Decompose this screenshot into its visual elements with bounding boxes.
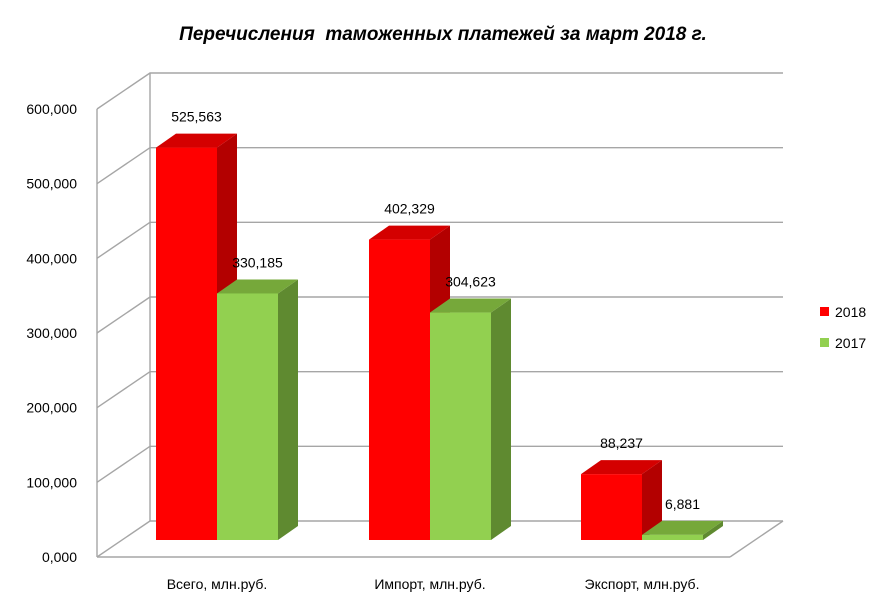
bar-side [642, 460, 662, 540]
legend-swatch-2018 [820, 307, 829, 316]
bar-side [278, 279, 298, 540]
y-tick-label: 100,000 [26, 474, 77, 490]
legend-label: 2018 [835, 304, 866, 320]
bar-2017-0 [217, 293, 278, 540]
bar-2018-2 [581, 474, 642, 540]
bar-top [156, 133, 237, 148]
x-tick-label: Импорт, млн.руб. [374, 576, 485, 592]
floor-right-edge [729, 520, 784, 558]
gridline [96, 296, 783, 334]
bar-side [703, 520, 723, 540]
y-tick-label: 400,000 [26, 250, 77, 266]
bar-top [369, 225, 450, 240]
bars [156, 133, 723, 540]
x-tick-label: Всего, млн.руб. [167, 576, 268, 592]
chart-title: Перечисления таможенных платежей за март… [179, 24, 707, 45]
bar-top [642, 520, 723, 535]
legend-label: 2017 [835, 335, 866, 351]
y-tick-label: 0,000 [42, 549, 77, 565]
gridline [96, 146, 783, 185]
data-label: 6,881 [665, 496, 700, 512]
bar-top [430, 298, 511, 313]
bar-2018-0 [156, 147, 217, 540]
data-label: 402,329 [384, 201, 435, 217]
x-axis-categories: Всего, млн.руб. Импорт, млн.руб. Экспорт, … [167, 576, 700, 592]
y-axis-ticks: 0,000 100,000 200,000 300,000 400,000 500,000… [26, 101, 77, 565]
data-label: 525,563 [171, 109, 222, 125]
x-tick-label: Экспорт, млн.руб. [585, 576, 700, 592]
y-tick-label: 300,000 [26, 325, 77, 341]
y-tick-label: 200,000 [26, 400, 77, 416]
data-label: 304,623 [445, 274, 496, 290]
bar-top [581, 460, 662, 475]
gridline [96, 221, 783, 259]
gridline [96, 445, 783, 483]
gridlines [96, 72, 784, 558]
legend-swatch-2017 [820, 338, 829, 347]
y-tick-label: 500,000 [26, 176, 77, 192]
data-labels: 525,563 330,185 402,329 304,623 88,237 6,881 [171, 109, 700, 512]
data-label: 88,237 [600, 435, 643, 451]
bar-2017-2 [642, 534, 703, 540]
bar-2017-1 [430, 312, 491, 540]
gridline [96, 72, 783, 110]
y-tick-label: 600,000 [26, 101, 77, 117]
bar-side [491, 298, 511, 540]
bar-top [217, 279, 298, 294]
legend: 2018 2017 [820, 304, 866, 351]
data-label: 330,185 [232, 254, 283, 270]
gridline [96, 520, 783, 558]
bar-2018-1 [369, 239, 430, 540]
gridline [96, 370, 783, 409]
